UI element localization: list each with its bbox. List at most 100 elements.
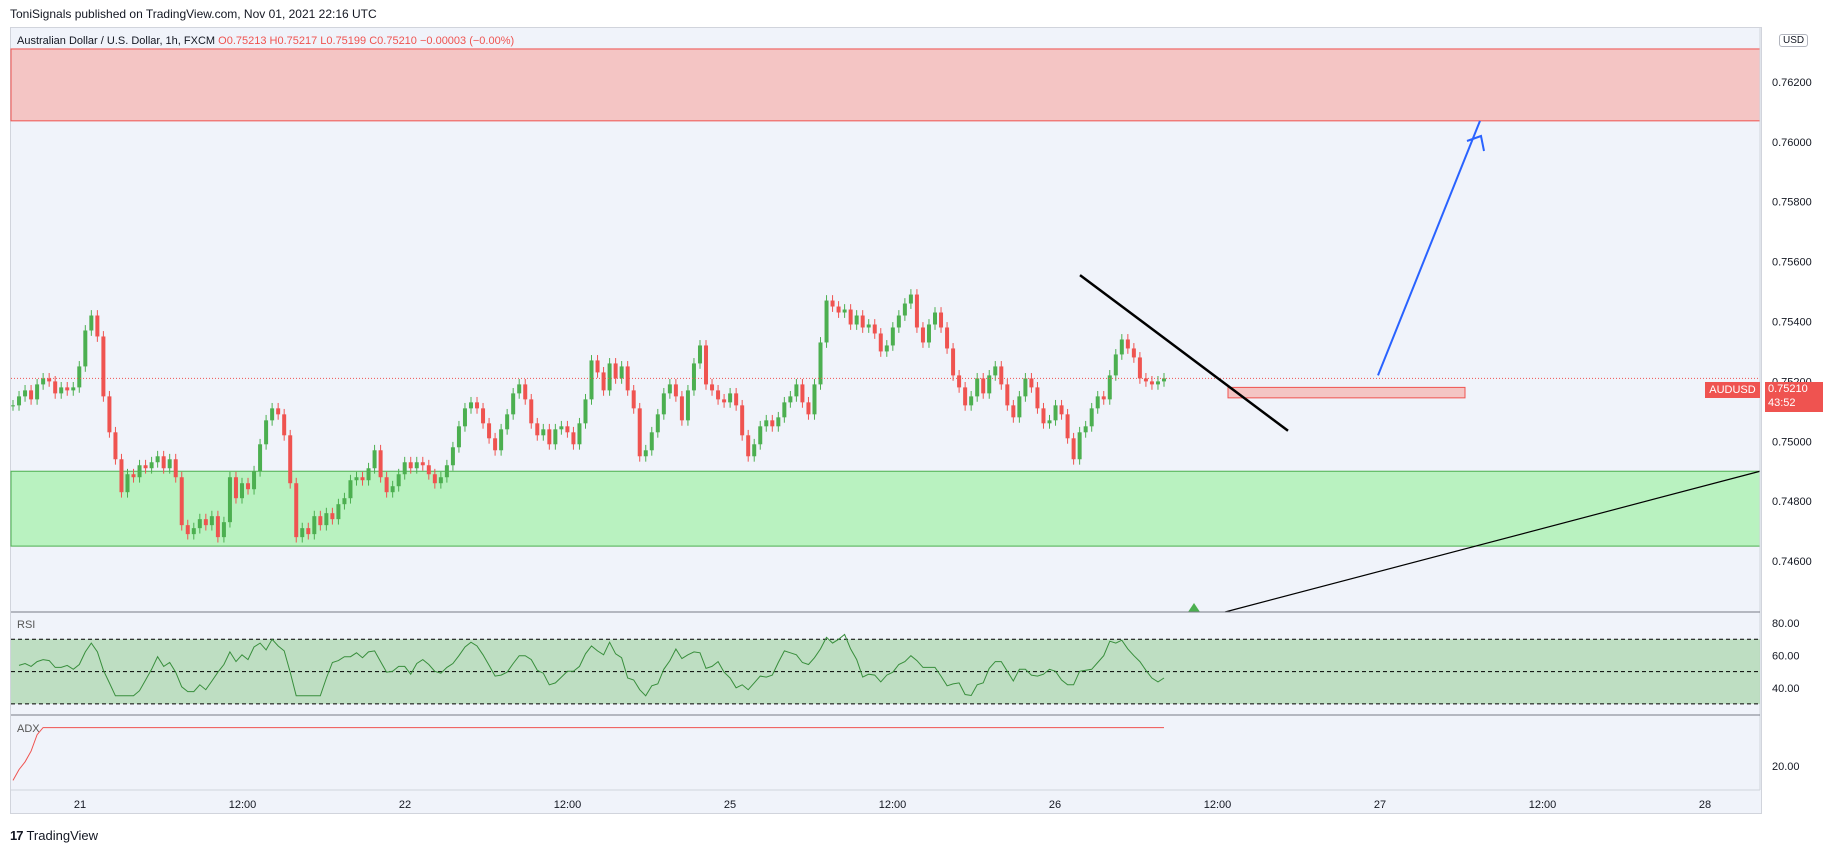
breakout-box-zone (1227, 386, 1466, 399)
rsi-tick-label: 60.00 (1772, 650, 1800, 662)
candle-body (722, 399, 727, 403)
tradingview-logo[interactable]: 17 TradingView (10, 828, 98, 843)
candle-body (1107, 375, 1112, 400)
candle-body (384, 477, 389, 493)
candle-body (475, 402, 480, 409)
candle-body (47, 378, 52, 382)
candle-body (1047, 420, 1052, 424)
time-tick-label: 21 (74, 799, 86, 811)
candle-body (770, 420, 775, 427)
candle-body (420, 462, 425, 466)
candle-body (203, 519, 208, 526)
support-zone (10, 470, 1761, 547)
candle-body (824, 300, 829, 343)
candle-body (149, 462, 154, 469)
downtrend-line (1079, 274, 1289, 432)
candle-body (655, 414, 660, 433)
candle-body (1005, 384, 1010, 406)
candle-body (517, 384, 522, 394)
candle-body (547, 429, 552, 445)
candle-body (107, 396, 112, 433)
adx-line (12, 727, 1164, 781)
candle-body (625, 366, 630, 391)
price-tick-label: 0.75800 (1772, 197, 1812, 209)
rsi-tick-label: 80.00 (1772, 618, 1800, 630)
time-tick-label: 25 (724, 799, 736, 811)
candle-body (1131, 348, 1136, 358)
candle-body (667, 384, 672, 394)
tradingview-brand: TradingView (26, 828, 99, 843)
candle-body (83, 330, 88, 367)
candle-body (740, 405, 745, 436)
candle-body (619, 366, 624, 379)
candle-body (505, 414, 510, 430)
candle-body (697, 345, 702, 364)
currency-label[interactable]: USD (1779, 34, 1809, 47)
candle-body (336, 504, 341, 520)
rsi-tick-label: 40.00 (1772, 683, 1800, 695)
candle-body (173, 459, 178, 478)
candle-body (41, 378, 46, 385)
candle-body (541, 429, 546, 436)
candle-body (35, 384, 40, 400)
candle-body (728, 393, 733, 403)
candle-body (306, 528, 311, 535)
candle-body (29, 390, 34, 400)
resistance-zone (10, 48, 1761, 122)
candle-body (734, 393, 739, 406)
candle-body (77, 366, 82, 388)
candle-body (360, 477, 365, 481)
candle-body (673, 384, 678, 397)
candle-body (101, 336, 106, 397)
candle-body (462, 408, 467, 427)
price-tag-symbol: AUDUSD (1705, 382, 1760, 398)
candle-body (661, 393, 666, 415)
candle-body (806, 402, 811, 415)
price-tick-label: 0.74800 (1772, 496, 1812, 508)
candle-body (487, 423, 492, 439)
candle-body (920, 327, 925, 343)
rising-support-line (1224, 470, 1761, 613)
candle-body (65, 387, 70, 391)
candle-body (559, 426, 564, 430)
candle-body (408, 462, 413, 469)
candle-body (601, 372, 606, 391)
candle-body (589, 360, 594, 400)
candle-body (1035, 387, 1040, 409)
candle-body (59, 387, 64, 394)
candle-body (685, 390, 690, 421)
candle-body (1041, 408, 1046, 424)
candle-body (535, 423, 540, 436)
candle-body (167, 459, 172, 469)
candle-body (945, 327, 950, 349)
candle-body (119, 459, 124, 493)
candle-body (324, 513, 329, 526)
candle-body (161, 456, 166, 469)
candle-body (155, 456, 160, 463)
signal-triangle-icon (1188, 603, 1200, 612)
candle-body (143, 465, 148, 469)
candle-body (89, 315, 94, 331)
candle-body (276, 408, 281, 415)
candle-body (1089, 408, 1094, 427)
price-tick-label: 0.75400 (1772, 316, 1812, 328)
time-tick-label: 12:00 (229, 799, 257, 811)
candle-body (1149, 381, 1154, 385)
time-tick-label: 22 (399, 799, 411, 811)
candle-body (842, 309, 847, 313)
adx-tick-label: 20.00 (1772, 761, 1800, 773)
candle-body (378, 450, 383, 478)
rsi-label: RSI (17, 619, 36, 631)
price-tag-price: 0.75210 (1768, 383, 1808, 395)
candle-body (649, 432, 654, 451)
candle-body (553, 429, 558, 445)
candle-body (854, 315, 859, 325)
candle-body (860, 315, 865, 328)
candle-body (776, 417, 781, 427)
candle-body (975, 378, 980, 397)
candle-body (746, 435, 751, 457)
candle-body (396, 474, 401, 487)
candle-body (239, 483, 244, 499)
candle-body (914, 294, 919, 328)
